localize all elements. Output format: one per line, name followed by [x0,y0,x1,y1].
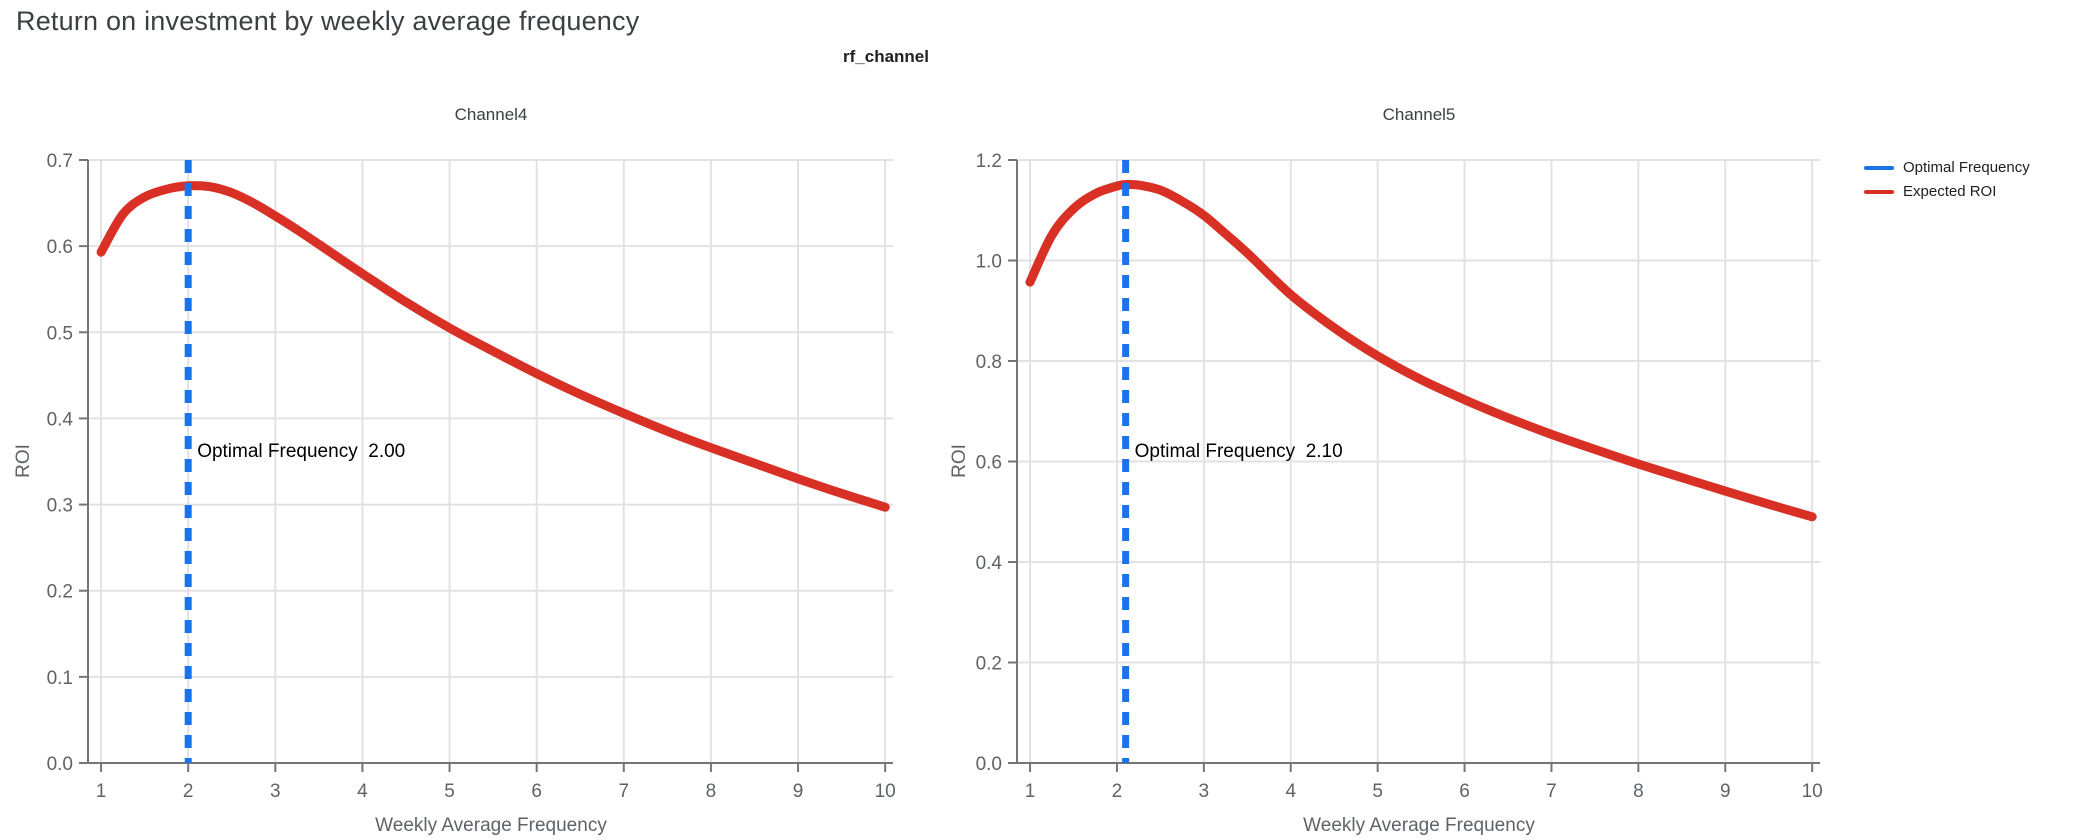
y-tick-label: 0.0 [47,754,73,775]
x-tick-label: 10 [875,781,896,802]
y-tick-label: 0.6 [976,453,1002,474]
tick-labels: 1 2 3 4 5 6 7 8 9 10 0.0 0.2 0.4 0.6 0.8 1.0 1.2 [976,151,1823,802]
x-tick-label: 9 [793,781,804,802]
x-tick-label: 7 [619,781,630,802]
y-tick-label: 0.1 [47,668,73,689]
facet-title: rf_channel [843,47,929,66]
y-tick-label: 0.0 [976,754,1002,775]
x-tick-label: 4 [357,781,368,802]
y-tick-label: 0.2 [976,654,1002,675]
optimal-frequency-line-icon [1864,165,1894,170]
axes [79,159,893,772]
x-tick-label: 1 [96,781,107,802]
subplot-title-channel5: Channel5 [1382,105,1456,124]
x-tick-label: 10 [1802,781,1823,802]
legend: Optimal Frequency Expected ROI [1864,159,2030,200]
x-tick-label: 5 [444,781,455,802]
y-tick-label: 0.2 [47,582,73,603]
x-tick-label: 8 [1633,781,1644,802]
x-tick-label: 3 [270,781,281,802]
y-tick-label: 0.4 [976,553,1003,574]
x-axis-title-channel4: Weekly Average Frequency [375,815,607,836]
x-tick-label: 6 [1459,781,1470,802]
x-tick-label: 4 [1285,781,1296,802]
y-tick-label: 0.7 [47,151,73,172]
legend-label-expected-roi: Expected ROI [1903,183,1997,200]
expected-roi-line-icon [1864,189,1894,194]
y-tick-label: 0.4 [47,409,74,430]
x-tick-label: 3 [1199,781,1210,802]
gridlines [88,159,893,763]
tick-labels: 1 2 3 4 5 6 7 8 9 10 0.0 0.1 0.2 0.3 0.4 0.5 0.6 0.7 [47,151,896,802]
y-tick-label: 1.2 [976,151,1002,172]
subplot-title-channel4: Channel4 [454,105,528,124]
y-axis-title-channel4: ROI [13,444,34,478]
expected-roi-curve [1025,179,1817,522]
y-axis-title-channel5: ROI [949,444,970,478]
subplot-channel5: 1 2 3 4 5 6 7 8 9 10 0.0 0.2 0.4 0.6 0.8 1.0 1.2 [976,151,1823,802]
y-tick-label: 0.6 [47,237,73,258]
legend-item-expected-roi[interactable]: Expected ROI [1864,183,2030,200]
x-tick-label: 7 [1546,781,1557,802]
legend-label-optimal-frequency: Optimal Frequency [1903,159,2030,176]
subplot-channel4: 1 2 3 4 5 6 7 8 9 10 0.0 0.1 0.2 0.3 0.4 0.5 0.6 0.7 [47,151,896,802]
legend-item-optimal-frequency[interactable]: Optimal Frequency [1864,159,2030,176]
axes [1008,159,1820,772]
y-tick-label: 0.5 [47,323,73,344]
y-tick-label: 0.3 [47,496,73,517]
x-tick-label: 5 [1372,781,1383,802]
optimal-frequency-annotation-channel5: Optimal Frequency 2.10 [1134,441,1343,462]
x-tick-label: 1 [1025,781,1036,802]
y-tick-label: 0.8 [976,352,1002,373]
x-tick-label: 2 [183,781,194,802]
optimal-frequency-annotation-channel4: Optimal Frequency 2.00 [197,441,406,462]
y-tick-label: 1.0 [976,252,1002,273]
x-axis-title-channel5: Weekly Average Frequency [1303,815,1535,836]
x-tick-label: 9 [1720,781,1731,802]
x-tick-label: 6 [531,781,542,802]
page-title: Return on investment by weekly average f… [16,6,640,36]
x-tick-label: 2 [1112,781,1123,802]
x-tick-label: 8 [706,781,717,802]
